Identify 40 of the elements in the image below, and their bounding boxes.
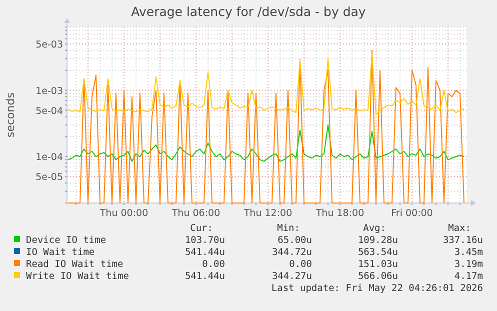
text: 3.19m xyxy=(454,259,484,270)
text: 0.00 xyxy=(202,259,226,270)
text: 0.00 xyxy=(289,259,312,270)
y-tick-label: 5e-03 xyxy=(36,39,63,50)
y-tick-label: 5e-04 xyxy=(36,106,63,117)
text: 4.17m xyxy=(454,271,484,282)
legend-label: Device IO time xyxy=(26,235,106,246)
y-axis-title: seconds xyxy=(4,92,17,138)
y-tick-label: 1e-03 xyxy=(36,86,63,97)
x-tick-label: Thu 12:00 xyxy=(242,208,292,219)
x-tick-label: Fri 00:00 xyxy=(391,208,433,219)
text: 541.44u xyxy=(184,247,225,258)
text: 566.06u xyxy=(358,271,398,282)
text: Avg: xyxy=(363,223,386,234)
text: Last update: Fri May 22 04:26:01 2026 xyxy=(271,283,484,294)
y-tick-label: 1e-04 xyxy=(36,152,63,164)
text: 65.00u xyxy=(278,235,312,246)
y-tick-label: 5e-05 xyxy=(36,172,63,184)
text: 344.27u xyxy=(272,271,312,282)
text: 3.45m xyxy=(454,247,484,258)
text: 337.16u xyxy=(442,235,483,246)
line-series xyxy=(68,54,464,116)
text: 109.28u xyxy=(358,235,398,246)
line-series xyxy=(68,50,464,204)
text: 541.44u xyxy=(184,271,225,282)
text: 344.72u xyxy=(272,247,312,258)
text: Cur: xyxy=(190,223,213,234)
text: 103.70u xyxy=(184,235,225,246)
text: Max: xyxy=(448,223,471,234)
legend-label: IO Wait time xyxy=(26,247,95,258)
text: Min: xyxy=(277,223,300,234)
line-series xyxy=(68,124,464,162)
x-tick-label: Thu 06:00 xyxy=(170,208,220,219)
x-tick-label: Thu 18:00 xyxy=(314,208,364,219)
text: 563.54u xyxy=(358,247,398,258)
legend-label: Write IO Wait time xyxy=(26,271,130,282)
text: 151.03u xyxy=(358,259,398,270)
legend-label: Read IO Wait time xyxy=(26,259,124,270)
chart-title: Average latency for /dev/sda - by day xyxy=(131,4,366,19)
x-tick-label: Thu 00:00 xyxy=(98,208,148,219)
